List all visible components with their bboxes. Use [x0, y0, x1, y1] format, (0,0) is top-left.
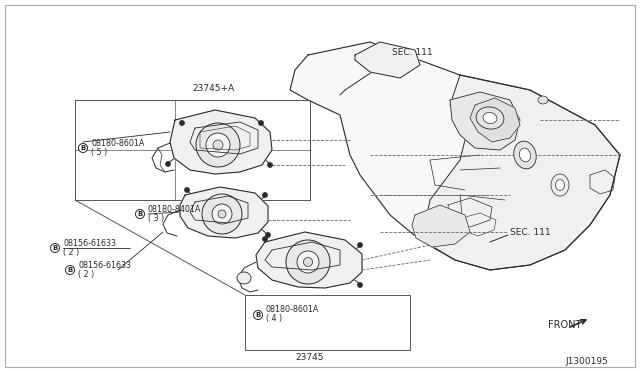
Circle shape: [65, 266, 74, 275]
Text: B: B: [138, 211, 143, 217]
Circle shape: [253, 311, 262, 320]
Circle shape: [212, 204, 232, 224]
Polygon shape: [180, 187, 268, 238]
Text: 08180-8601A: 08180-8601A: [266, 305, 319, 314]
Circle shape: [184, 187, 189, 192]
Polygon shape: [470, 98, 520, 142]
Circle shape: [213, 140, 223, 150]
Circle shape: [51, 244, 60, 253]
Text: B: B: [81, 145, 86, 151]
Text: 08180-8601A: 08180-8601A: [91, 138, 145, 148]
Ellipse shape: [551, 174, 569, 196]
Circle shape: [266, 232, 271, 237]
Text: ( 5 ): ( 5 ): [91, 148, 108, 157]
Text: ( 3 ): ( 3 ): [148, 214, 164, 222]
Text: B: B: [52, 245, 58, 251]
Ellipse shape: [483, 112, 497, 124]
Circle shape: [268, 163, 273, 167]
Circle shape: [262, 237, 268, 241]
Circle shape: [297, 251, 319, 273]
Text: 23745+A: 23745+A: [192, 83, 234, 93]
Circle shape: [202, 194, 242, 234]
Text: ( 2 ): ( 2 ): [63, 247, 79, 257]
Text: SEC. 111: SEC. 111: [392, 48, 433, 57]
Ellipse shape: [476, 107, 504, 129]
Ellipse shape: [556, 180, 564, 190]
Text: B: B: [67, 267, 72, 273]
Circle shape: [262, 192, 268, 198]
Ellipse shape: [237, 272, 251, 284]
Polygon shape: [450, 92, 520, 150]
Ellipse shape: [520, 148, 531, 162]
Polygon shape: [412, 205, 470, 247]
Text: ( 2 ): ( 2 ): [78, 269, 94, 279]
Circle shape: [286, 240, 330, 284]
Text: ( 4 ): ( 4 ): [266, 314, 282, 324]
Circle shape: [218, 210, 226, 218]
Circle shape: [259, 121, 264, 125]
Circle shape: [303, 257, 312, 266]
Ellipse shape: [514, 141, 536, 169]
Text: B: B: [255, 312, 260, 318]
Text: 08180-8401A: 08180-8401A: [148, 205, 202, 214]
Polygon shape: [290, 42, 620, 270]
Text: SEC. 111: SEC. 111: [510, 228, 550, 237]
Ellipse shape: [538, 96, 548, 104]
Text: J1300195: J1300195: [565, 357, 608, 366]
Text: 08156-61633: 08156-61633: [63, 238, 116, 247]
Text: FRONT: FRONT: [548, 320, 581, 330]
Polygon shape: [170, 110, 272, 174]
Text: 08156-61633: 08156-61633: [78, 260, 131, 269]
Polygon shape: [425, 75, 620, 270]
Bar: [245, 295, 410, 350]
Circle shape: [196, 123, 240, 167]
Circle shape: [358, 282, 362, 288]
Text: 23745: 23745: [296, 353, 324, 362]
Circle shape: [358, 243, 362, 247]
Circle shape: [166, 161, 170, 167]
Circle shape: [206, 133, 230, 157]
Circle shape: [79, 144, 88, 153]
Polygon shape: [256, 232, 362, 288]
Circle shape: [136, 209, 145, 218]
Bar: [75, 100, 310, 200]
Circle shape: [179, 121, 184, 125]
Polygon shape: [355, 42, 420, 78]
